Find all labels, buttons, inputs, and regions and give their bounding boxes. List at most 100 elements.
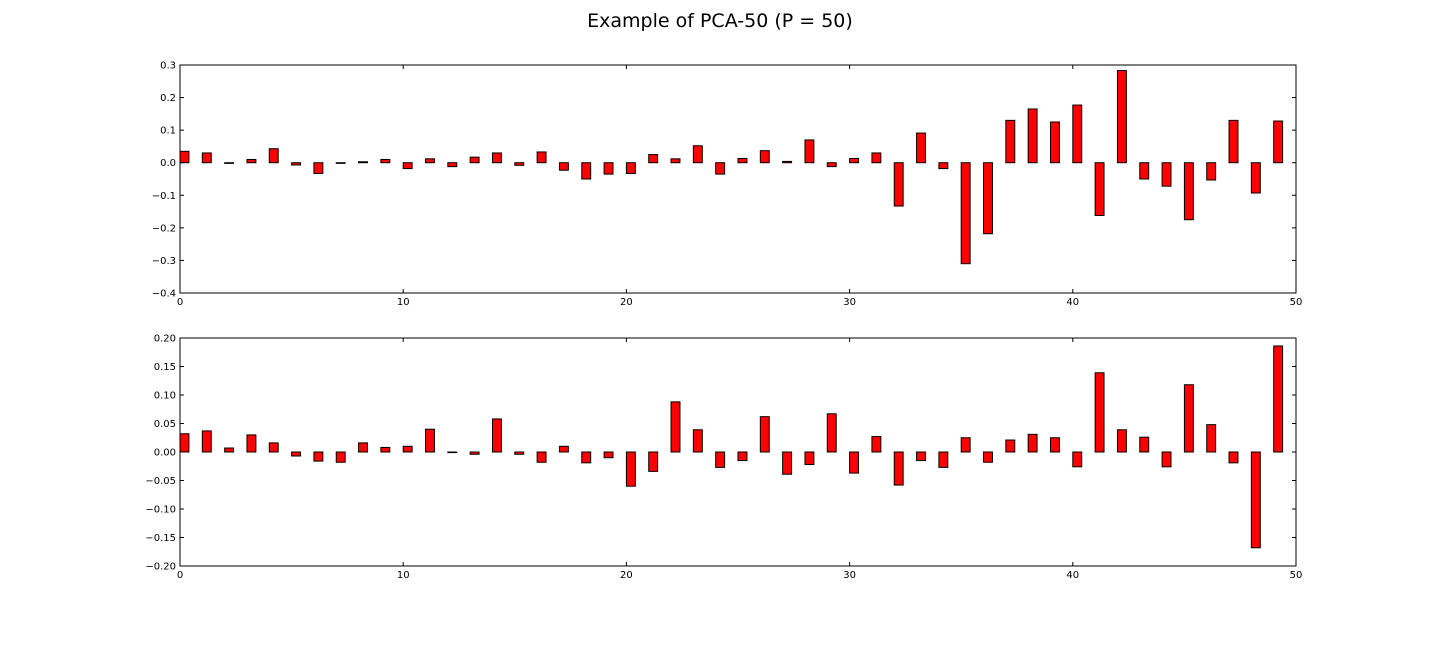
bar	[358, 442, 368, 453]
bar	[804, 451, 815, 466]
bar	[201, 152, 212, 164]
bar	[1273, 120, 1284, 164]
bar	[625, 162, 636, 174]
bar	[1005, 439, 1016, 453]
bar	[469, 156, 480, 164]
bar	[804, 139, 815, 164]
bar	[402, 445, 413, 453]
bar	[581, 162, 592, 180]
bar	[1250, 162, 1261, 194]
bar	[670, 401, 681, 453]
bar	[782, 451, 793, 475]
bar	[1183, 384, 1194, 453]
bar	[558, 162, 569, 171]
bar	[447, 162, 458, 168]
bar	[291, 162, 302, 166]
bar	[1228, 451, 1239, 464]
bar	[224, 447, 235, 453]
bar	[1161, 162, 1172, 187]
bar	[1094, 162, 1105, 216]
bar	[648, 451, 659, 472]
y-tick-label: −0.20	[145, 562, 176, 573]
bar	[291, 451, 302, 457]
chart-panel-bottom: 0 10 20 30 40 50 −0.20 −0.15 −0.10 −0.05 0.00 0.05 0…	[145, 334, 1302, 582]
bar	[335, 451, 346, 463]
bar	[737, 157, 748, 164]
bar	[871, 436, 882, 453]
bar	[938, 162, 949, 170]
bar	[491, 418, 502, 453]
y-tick-label: −0.15	[145, 533, 176, 544]
bar	[983, 451, 993, 463]
bar	[603, 162, 614, 175]
x-tick-label: 0	[177, 570, 183, 581]
bar	[1139, 436, 1150, 453]
bar	[1072, 451, 1083, 468]
bar	[782, 160, 793, 164]
x-tick-label: 20	[620, 297, 633, 308]
bar	[692, 145, 703, 164]
bar	[380, 158, 391, 164]
bar	[692, 429, 703, 453]
bar	[625, 451, 636, 487]
x-tick-label: 10	[397, 570, 410, 581]
bar	[670, 158, 681, 164]
bar	[960, 437, 971, 453]
bar	[737, 451, 748, 462]
bar	[1049, 121, 1060, 164]
y-tick-label: −0.05	[145, 476, 176, 487]
bar	[1250, 451, 1261, 549]
bar	[491, 152, 502, 164]
y-tick-label: 0.15	[154, 362, 176, 373]
bar	[1139, 162, 1150, 180]
bar	[871, 152, 882, 164]
bar	[380, 446, 391, 453]
bar	[983, 162, 993, 235]
bar	[1094, 372, 1105, 453]
y-tick-label: 0.00	[154, 448, 176, 459]
y-tick-label: −0.3	[152, 256, 176, 267]
bar	[916, 451, 926, 462]
bar	[960, 162, 971, 265]
bar	[603, 451, 614, 459]
bar	[715, 451, 726, 468]
bar	[558, 445, 569, 453]
bar	[335, 162, 346, 164]
bar	[759, 150, 770, 164]
chart-panel-top: 0 10 20 30 40 50 −0.4 −0.3 −0.2 −0.1 0.0 0.1 0.2 0.3	[152, 61, 1303, 309]
y-tick-label: −0.4	[152, 289, 176, 300]
bar	[849, 451, 860, 474]
bar	[938, 451, 949, 468]
x-tick-label: 20	[620, 570, 633, 581]
y-tick-label: 0.2	[160, 93, 176, 104]
bar	[447, 451, 458, 454]
y-tick-label: −0.1	[152, 191, 176, 202]
y-tick-label: 0.05	[154, 419, 176, 430]
bar	[759, 416, 770, 453]
bar	[916, 132, 926, 164]
bar	[1228, 119, 1239, 164]
bar	[246, 434, 257, 453]
bar	[268, 148, 279, 164]
bar	[1005, 119, 1016, 164]
bar	[425, 428, 435, 453]
x-tick-label: 0	[177, 297, 183, 308]
y-tick-label: 0.10	[154, 391, 176, 402]
axes-frame	[179, 64, 1297, 294]
bar	[179, 150, 190, 164]
bar	[1049, 437, 1060, 453]
bar	[246, 158, 257, 164]
bar	[849, 157, 860, 164]
bar	[1116, 70, 1127, 164]
bar	[268, 442, 279, 453]
bar	[1116, 429, 1127, 453]
y-tick-label: −0.2	[152, 223, 176, 234]
x-tick-label: 50	[1290, 297, 1303, 308]
bar	[1072, 104, 1083, 164]
bar	[514, 162, 525, 166]
y-tick-label: 0.0	[160, 158, 176, 169]
bar	[469, 451, 480, 455]
y-tick-label: −0.10	[145, 505, 176, 516]
bar	[514, 451, 525, 455]
bar	[648, 154, 659, 164]
